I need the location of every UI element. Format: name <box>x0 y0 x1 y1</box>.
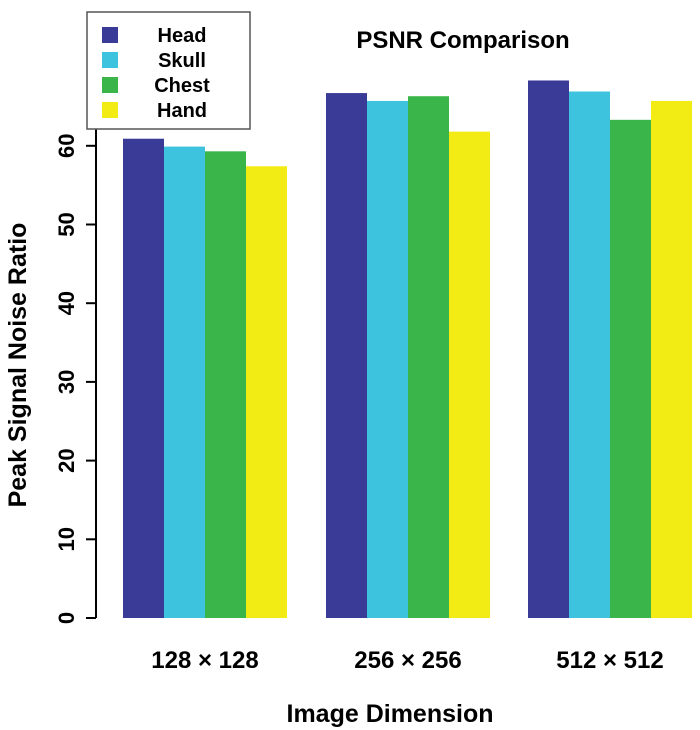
x-category-label: 256 × 256 <box>354 647 461 674</box>
y-tick-label: 30 <box>54 370 79 394</box>
bar-hand-1 <box>246 166 287 618</box>
bar-chest-2 <box>408 96 449 619</box>
y-tick-label: 0 <box>54 612 79 624</box>
legend-swatch-hand <box>102 102 118 118</box>
category-labels: 128 × 128 256 × 256 512 × 512 <box>151 647 663 674</box>
legend-swatch-chest <box>102 77 118 93</box>
bar-head-1 <box>123 138 164 619</box>
y-tick-label: 20 <box>54 448 79 472</box>
axes: 0 10 20 30 40 50 60 <box>54 88 97 624</box>
legend-label-hand: Hand <box>157 100 207 122</box>
x-category-label: 128 × 128 <box>151 647 258 674</box>
legend-label-chest: Chest <box>154 75 210 97</box>
bar-head-3 <box>528 80 569 618</box>
bar-hand-2 <box>449 131 490 618</box>
legend-label-head: Head <box>158 25 207 47</box>
bar-skull-2 <box>367 100 408 619</box>
y-tick-label: 10 <box>54 527 79 551</box>
legend-label-skull: Skull <box>158 50 206 72</box>
bar-chest-3 <box>610 119 651 618</box>
y-tick-label: 40 <box>54 291 79 315</box>
bar-hand-3 <box>651 100 692 619</box>
y-axis-label: Peak Signal Noise Ratio <box>4 223 32 508</box>
bar-chest-1 <box>205 151 246 618</box>
legend: Head Skull Chest Hand <box>86 11 251 130</box>
bars-group <box>123 80 692 619</box>
chart-title: PSNR Comparison <box>356 27 569 54</box>
bar-head-2 <box>326 93 367 619</box>
y-tick-label: 50 <box>54 212 79 236</box>
x-axis-label: Image Dimension <box>287 700 494 728</box>
y-tick-label: 60 <box>54 134 79 158</box>
legend-swatch-head <box>102 27 118 43</box>
bar-skull-3 <box>569 91 610 618</box>
bar-skull-1 <box>164 146 205 618</box>
legend-swatch-skull <box>102 52 118 68</box>
x-category-label: 512 × 512 <box>556 647 663 674</box>
